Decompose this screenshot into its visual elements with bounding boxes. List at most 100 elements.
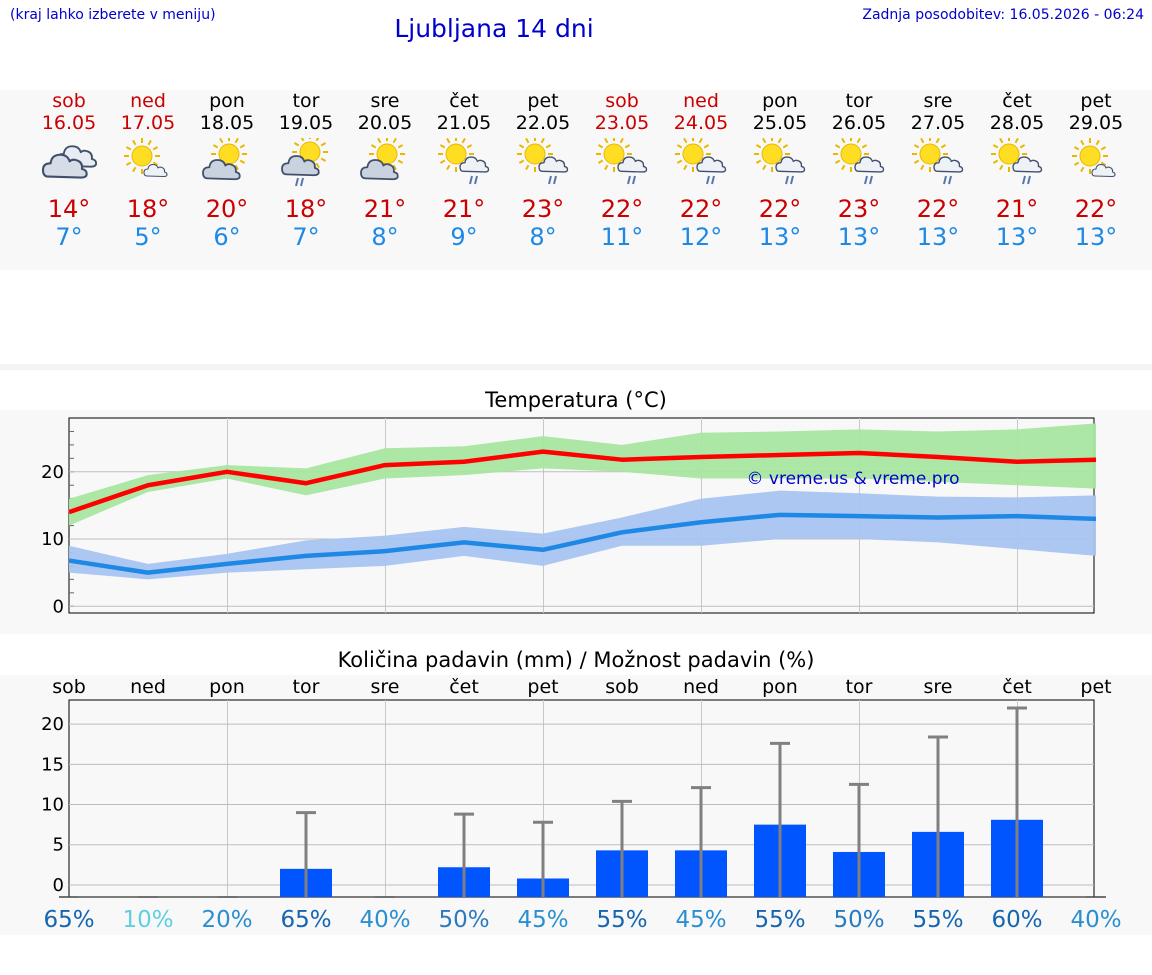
- x-tick-label: pet: [1080, 676, 1111, 698]
- cloud-shape: [41, 153, 88, 179]
- tmax-range-band: [69, 423, 1096, 526]
- temp-max: 23°: [521, 195, 565, 223]
- day-name: pet: [527, 90, 559, 112]
- precip-chance-label: 55%: [596, 907, 647, 933]
- sun-cloud-icon: [345, 138, 425, 188]
- day-date: 28.05: [989, 112, 1045, 134]
- temp-max: 14°: [47, 195, 91, 223]
- y-tick-label: 15: [41, 754, 64, 775]
- rain-drops: [627, 175, 636, 185]
- temperature-chart-title: Temperatura (°C): [485, 388, 667, 412]
- sun-rain-icon: [503, 138, 583, 188]
- page-title: Ljubljana 14 dni: [394, 14, 594, 43]
- last-update: Zadnja posodobitev: 16.05.2026 - 06:24: [862, 7, 1144, 23]
- temp-min: 8°: [371, 223, 399, 251]
- location-hint: (kraj lahko izberete v meniju): [10, 7, 216, 23]
- cloud-shape: [1012, 156, 1043, 173]
- cloud-shape: [854, 156, 885, 173]
- temp-min: 7°: [55, 223, 83, 251]
- x-tick-label: ned: [130, 676, 166, 698]
- y-tick-label: 0: [53, 875, 64, 896]
- day-column: sob 23.05 22° 11°: [582, 90, 662, 251]
- rain-drops: [943, 175, 952, 185]
- temp-max: 21°: [442, 195, 486, 223]
- day-name: sob: [52, 90, 86, 112]
- precip-chance-label: 45%: [675, 907, 726, 933]
- temp-max: 22°: [679, 195, 723, 223]
- watermark: © vreme.us & vreme.pro: [746, 469, 959, 489]
- precip-chance-label: 40%: [359, 907, 410, 933]
- day-date: 23.05: [594, 112, 650, 134]
- x-tick-label: čet: [1002, 676, 1032, 698]
- tmin-range-band: [69, 490, 1096, 580]
- temp-max: 22°: [1074, 195, 1118, 223]
- x-tick-label: čet: [449, 676, 479, 698]
- daily-forecast-strip: sob 16.05 14° 7° ned 17.05 18° 5° pon 18.05 20°…: [0, 90, 1152, 270]
- sun-rain-icon: [582, 138, 662, 188]
- cloudy-icon: [29, 138, 109, 188]
- rain-drops: [469, 175, 478, 185]
- precip-chance-label: 65%: [43, 907, 94, 933]
- day-name: ned: [130, 90, 166, 112]
- x-tick-label: ned: [683, 676, 719, 698]
- day-name: pon: [209, 90, 245, 112]
- day-name: pon: [762, 90, 798, 112]
- y-tick-label: 20: [41, 714, 64, 735]
- day-column: sre 20.05 21° 8°: [345, 90, 425, 251]
- day-date: 17.05: [120, 112, 176, 134]
- temp-min: 7°: [292, 223, 320, 251]
- temp-min: 9°: [450, 223, 478, 251]
- temp-max: 22°: [916, 195, 960, 223]
- temp-min: 13°: [995, 223, 1039, 251]
- temp-max: 23°: [837, 195, 881, 223]
- day-date: 29.05: [1068, 112, 1124, 134]
- temp-min: 12°: [679, 223, 723, 251]
- temp-max: 20°: [205, 195, 249, 223]
- sun-rain-icon: [977, 138, 1057, 188]
- day-name: sre: [370, 90, 400, 112]
- day-name: tor: [292, 90, 320, 112]
- day-column: tor 19.05 18° 7°: [266, 90, 346, 251]
- y-tick-label: 10: [41, 795, 64, 816]
- x-tick-label: pet: [527, 676, 558, 698]
- y-tick-label: 10: [41, 529, 64, 550]
- day-column: pet 29.05 22° 13°: [1056, 90, 1136, 251]
- temp-min: 6°: [213, 223, 241, 251]
- precip-chance-label: 65%: [280, 907, 331, 933]
- precip-chance-label: 45%: [517, 907, 568, 933]
- day-column: čet 21.05 21° 9°: [424, 90, 504, 251]
- day-name: sob: [605, 90, 639, 112]
- day-date: 19.05: [278, 112, 334, 134]
- cloud-shape: [143, 163, 168, 178]
- day-name: tor: [845, 90, 873, 112]
- day-column: čet 28.05 21° 13°: [977, 90, 1057, 251]
- precip-chance-label: 60%: [991, 907, 1042, 933]
- day-date: 25.05: [752, 112, 808, 134]
- tmin-line: [68, 512, 1097, 575]
- y-tick-label: 0: [53, 596, 64, 617]
- cloud-shape: [459, 156, 490, 173]
- rain-drops: [706, 175, 715, 185]
- day-column: pet 22.05 23° 8°: [503, 90, 583, 251]
- sun-rain-icon: [661, 138, 741, 188]
- x-tick-label: sob: [605, 676, 639, 698]
- temp-min: 8°: [529, 223, 557, 251]
- x-tick-label: sob: [52, 676, 86, 698]
- day-date: 21.05: [436, 112, 492, 134]
- sun-small-cloud-icon: [1056, 138, 1136, 188]
- day-column: pon 25.05 22° 13°: [740, 90, 820, 251]
- sun-rain-icon: [424, 138, 504, 188]
- sun-rain-icon: [740, 138, 820, 188]
- day-column: ned 24.05 22° 12°: [661, 90, 741, 251]
- day-column: ned 17.05 18° 5°: [108, 90, 188, 251]
- sun-rain-icon: [898, 138, 978, 188]
- day-name: čet: [449, 90, 479, 112]
- day-name: čet: [1002, 90, 1032, 112]
- day-name: sre: [923, 90, 953, 112]
- temp-min: 5°: [134, 223, 162, 251]
- day-date: 26.05: [831, 112, 887, 134]
- day-date: 22.05: [515, 112, 571, 134]
- cloud-shape: [360, 159, 399, 181]
- cloud-shape: [617, 156, 648, 173]
- precip-chance-label: 50%: [438, 907, 489, 933]
